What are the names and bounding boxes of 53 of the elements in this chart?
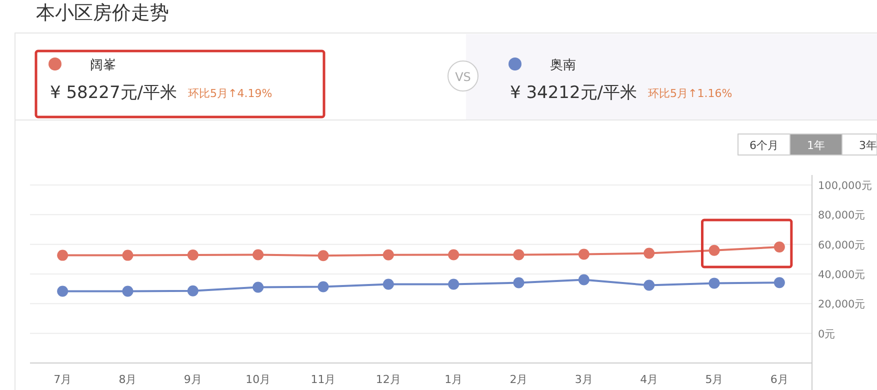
x-tick-label: 1月 — [444, 373, 463, 386]
legend-label: 奥南 — [550, 58, 576, 73]
chart-title: 本小区房价走势 — [36, 2, 169, 24]
point — [57, 286, 68, 297]
y-tick-label: 0元 — [818, 328, 836, 340]
x-tick-label: 5月 — [705, 373, 724, 386]
x-tick-label: 8月 — [118, 373, 137, 386]
point — [187, 285, 198, 296]
point — [318, 250, 329, 262]
text: ¥ 34212元/平米 — [510, 83, 638, 103]
text: 3年 — [859, 139, 877, 152]
text: VS — [455, 70, 471, 84]
x-tick-label: 4月 — [640, 373, 658, 386]
text: 环比5月↑1.16% — [648, 87, 732, 100]
point — [644, 280, 655, 291]
point — [578, 274, 590, 286]
point — [448, 249, 460, 260]
point — [382, 249, 394, 260]
text: 环比5月↑4.19% — [188, 87, 272, 100]
x-tick-label: 10月 — [246, 373, 271, 386]
text: 6个月 — [750, 139, 778, 152]
point — [382, 278, 394, 290]
text: 1年 — [807, 139, 825, 152]
point — [513, 249, 524, 260]
point — [252, 249, 264, 260]
point — [708, 244, 720, 256]
point — [318, 281, 329, 292]
point — [708, 278, 720, 289]
y-tick-label: 80,000元 — [818, 210, 866, 222]
y-tick-label: 100,000元 — [818, 180, 872, 192]
point — [774, 277, 785, 288]
x-tick-label: 7月 — [54, 373, 72, 386]
x-tick-label: 3月 — [574, 373, 593, 386]
text: ¥ 58227元/平米 — [50, 83, 178, 103]
point — [448, 278, 460, 290]
point — [187, 250, 198, 261]
y-tick-label: 60,000元 — [818, 239, 866, 252]
x-tick-label: 6月 — [770, 373, 788, 386]
x-tick-label: 9月 — [184, 373, 202, 386]
y-tick-label: 40,000元 — [818, 269, 866, 281]
point — [122, 250, 134, 261]
point — [57, 250, 68, 261]
y-tick-label: 20,000元 — [818, 298, 866, 311]
x-tick-label: 12月 — [376, 373, 401, 386]
point — [252, 282, 264, 293]
point — [122, 286, 134, 297]
point — [774, 242, 785, 253]
x-tick-label: 11月 — [310, 373, 336, 386]
point — [644, 248, 655, 259]
x-tick-label: 2月 — [510, 373, 528, 386]
point — [578, 248, 590, 260]
point — [513, 277, 524, 288]
legend-label: 阔峯 — [90, 58, 116, 73]
